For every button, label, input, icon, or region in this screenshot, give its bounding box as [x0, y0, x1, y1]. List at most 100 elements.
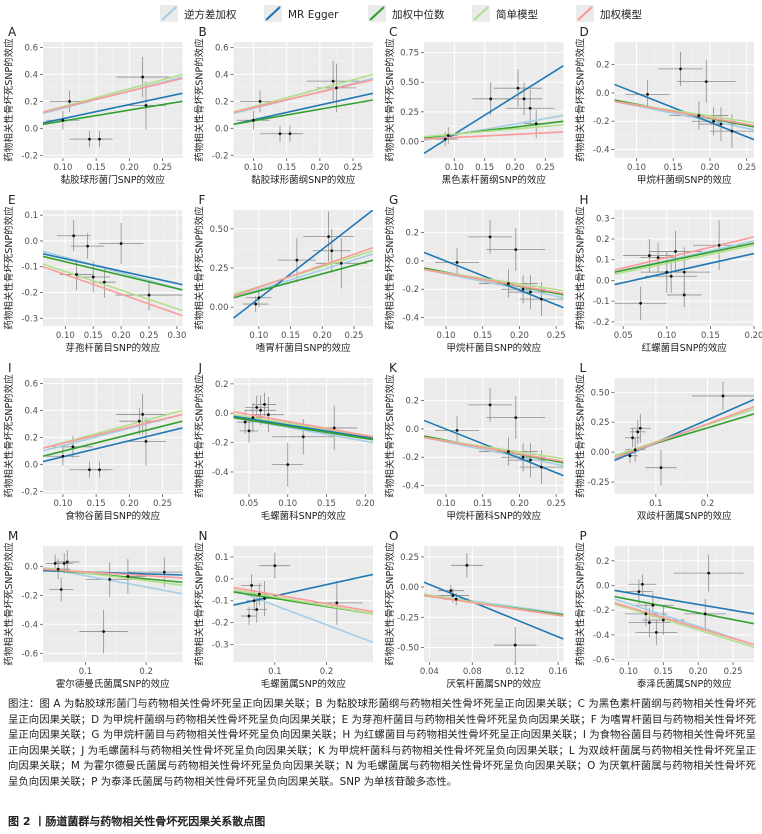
- regression-line-2: [233, 415, 373, 439]
- regression-line-5: [233, 78, 373, 113]
- regression-line-2: [233, 92, 373, 126]
- x-tick-label: 0.30: [167, 331, 186, 341]
- y-tick-label: -0.2: [593, 318, 610, 328]
- y-tick-label: -0.6: [21, 649, 38, 659]
- data-point: [659, 466, 663, 470]
- data-point: [144, 439, 148, 443]
- regression-line-5: [43, 77, 183, 113]
- data-point: [454, 597, 458, 601]
- regression-line-3: [614, 595, 754, 625]
- panel-letter: L: [580, 361, 587, 375]
- data-point: [68, 99, 71, 103]
- panel-D: D 0.10 0.15 0.20 0.25 -0.4 -0.2 0.0 0.2 甲烷杆菌纲SNP的…: [575, 25, 757, 186]
- regression-line-5: [614, 601, 754, 646]
- regression-line-5: [424, 594, 564, 617]
- data-point: [529, 458, 532, 462]
- data-point: [266, 413, 270, 417]
- data-point: [488, 403, 492, 407]
- data-point: [295, 258, 299, 262]
- plot-area: [233, 552, 373, 644]
- legend: 逆方差加权 MR Egger 加权中位数 简单模型 加权模型: [160, 4, 680, 24]
- y-axis-label: 药物相关性骨坏死SNP的效应: [194, 206, 206, 330]
- data-point: [147, 293, 151, 297]
- regression-line-2: [43, 253, 183, 286]
- y-axis-label: 药物相关性骨坏死SNP的效应: [384, 206, 396, 330]
- x-tick-label: 0.10: [249, 331, 268, 341]
- data-point: [141, 75, 145, 79]
- regression-line-2: [424, 581, 564, 640]
- data-point: [644, 612, 648, 616]
- panel-B: B 0.10 0.15 0.20 0.25 -0.2 0.0 0.2 0.4 0.6 黏胶球形菌纲S…: [194, 25, 373, 186]
- regression-line-2: [43, 92, 183, 124]
- data-point: [661, 618, 665, 622]
- regression-line-1: [43, 250, 183, 291]
- data-point: [141, 413, 145, 416]
- regression-line-2: [614, 589, 754, 615]
- panel-I: I 0.10 0.15 0.20 0.25 -0.2 0.0 0.2 0.4 0.6 食物谷菌目SN…: [3, 361, 183, 522]
- scatter-panels-svg: A 0.10 0.15 0.20 0.25 -0.2 0.0 0.2 0.4 0.6 黏胶球形菌门S…: [3, 25, 762, 690]
- x-tick-label: 0.25: [737, 163, 756, 173]
- panel-letter: P: [580, 529, 587, 543]
- x-tick-label: 0.08: [463, 667, 482, 677]
- y-axis-label: 药物相关性骨坏死SNP的效应: [194, 38, 206, 162]
- data-point: [75, 273, 78, 276]
- x-tick-label: 0.10: [437, 499, 456, 509]
- scatter-panels: A 0.10 0.15 0.20 0.25 -0.2 0.0 0.2 0.4 0.6 黏胶球形菌门S…: [0, 22, 762, 694]
- y-tick-label: -0.3: [21, 314, 38, 324]
- y-tick-label: 0.1: [24, 211, 38, 221]
- panel-G: G 0.10 0.15 0.20 0.25 -0.4 -0.2 0.0 0.2 甲烷杆菌目SNP的…: [384, 193, 566, 354]
- panel-P: P 0.10 0.15 0.20 0.25 -0.6 -0.4 -0.2 0.0 0.2 泰泽氏菌属…: [575, 529, 754, 690]
- y-tick-label: 0.2: [24, 433, 38, 443]
- data-point: [102, 630, 106, 633]
- regression-line-5: [614, 405, 754, 459]
- data-point: [243, 420, 247, 424]
- data-point: [521, 287, 525, 291]
- y-tick-label: -0.1: [212, 597, 229, 607]
- x-tick-label: 0.15: [654, 667, 673, 677]
- x-tick-label: 0.20: [356, 499, 375, 509]
- data-point: [521, 455, 525, 459]
- y-tick-label: 0.0: [596, 581, 610, 591]
- data-point: [646, 92, 649, 96]
- data-point: [654, 630, 658, 634]
- y-tick-label: 0.0: [24, 460, 38, 470]
- regression-line-3: [43, 420, 183, 458]
- y-tick-label: 0.2: [215, 97, 229, 107]
- panel-letter: E: [8, 193, 16, 207]
- data-point: [137, 419, 141, 423]
- y-axis-label: 药物相关性骨坏死SNP的效应: [194, 542, 206, 666]
- y-tick-label: 0.0: [215, 124, 229, 134]
- x-tick-label: 0.10: [437, 331, 456, 341]
- plot-background: [614, 546, 754, 662]
- panel-letter: G: [389, 193, 398, 207]
- legend-key-line: [473, 6, 489, 21]
- regression-line-3: [614, 242, 754, 273]
- data-point: [637, 590, 641, 594]
- y-axis-label: 药物相关性骨坏死SNP的效应: [575, 206, 587, 330]
- y-tick-label: 0.6: [24, 379, 38, 389]
- y-axis-label: 药物相关性骨坏死SNP的效应: [384, 38, 396, 162]
- data-point: [636, 430, 640, 434]
- y-tick-label: -0.4: [402, 482, 419, 492]
- regression-line-5: [233, 410, 373, 438]
- y-tick-label: 0.0: [24, 124, 38, 134]
- data-point: [288, 132, 292, 136]
- data-point: [255, 405, 259, 409]
- x-tick-label: 0.10: [445, 163, 464, 173]
- regression-line-2: [233, 210, 373, 319]
- data-point: [638, 426, 642, 430]
- plot-area: [424, 64, 564, 154]
- x-tick-label: 0.20: [510, 331, 529, 341]
- y-axis-label: 药物相关性骨坏死SNP的效应: [575, 38, 587, 162]
- data-point: [639, 301, 643, 305]
- data-point: [278, 132, 282, 136]
- regression-line-2: [43, 427, 183, 463]
- y-tick-label: 0.2: [596, 235, 610, 245]
- data-point: [339, 261, 343, 265]
- data-point: [669, 274, 673, 278]
- plot-area: [233, 210, 373, 319]
- legend-svg: 逆方差加权 MR Egger 加权中位数 简单模型 加权模型: [160, 5, 642, 22]
- y-tick-label: 0.00: [400, 137, 419, 147]
- x-tick-label: 0.25: [344, 163, 363, 173]
- x-tick-label: 0.1: [79, 667, 93, 677]
